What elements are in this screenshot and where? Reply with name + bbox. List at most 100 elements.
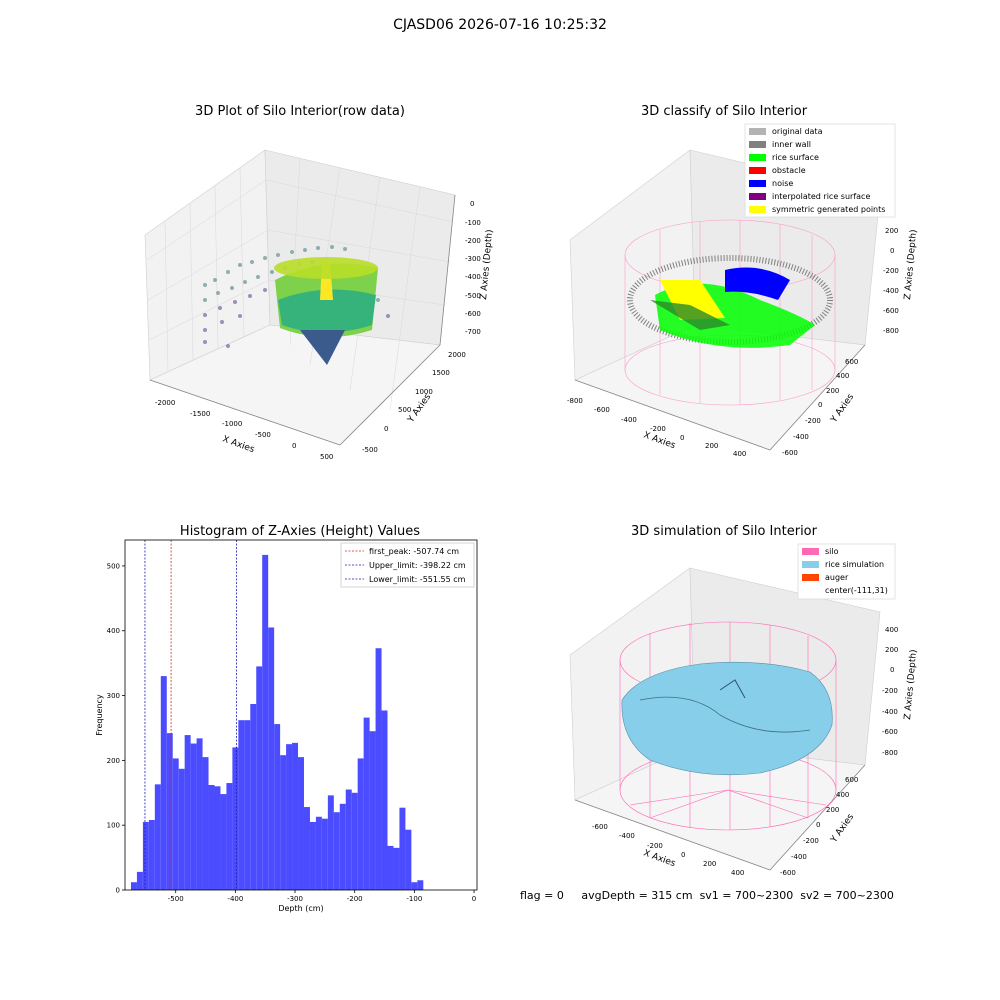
svg-text:600: 600: [845, 358, 858, 366]
svg-text:200: 200: [885, 646, 898, 654]
histogram-bar: [399, 807, 406, 890]
flag-text: flag = 0: [520, 889, 564, 902]
svg-text:-200: -200: [647, 842, 663, 850]
y-tick-label: 0: [116, 887, 120, 895]
histogram-bar: [256, 666, 263, 890]
svg-text:interpolated rice surface: interpolated rice surface: [772, 192, 870, 201]
histogram-bar: [381, 710, 388, 890]
y-tick-label: 400: [107, 627, 120, 635]
histogram-x-axis-label: Depth (cm): [278, 904, 323, 913]
raw-x-tick-labels: -2000 -1500 -1000 -500 0 500: [155, 399, 333, 461]
histogram-y-ticks: 0 100 200 300 400 500: [107, 562, 125, 895]
svg-text:-800: -800: [882, 749, 898, 757]
svg-text:-400: -400: [883, 287, 899, 295]
histogram-bar: [190, 743, 197, 890]
histogram-bar: [393, 847, 400, 890]
simulation-legend: silo rice simulation auger center(-111,3…: [797, 543, 896, 600]
x-tick-label: -200: [347, 895, 363, 903]
simulation-axes-box: [569, 567, 881, 871]
histogram-bar: [238, 720, 245, 890]
svg-text:silo: silo: [825, 547, 839, 556]
svg-text:-400: -400: [882, 708, 898, 716]
svg-text:-100: -100: [465, 219, 481, 227]
svg-text:0: 0: [384, 425, 388, 433]
svg-text:-2000: -2000: [155, 399, 175, 407]
svg-text:400: 400: [733, 450, 746, 458]
status-footer: flag = 0 avgDepth = 315 cm sv1 = 700~230…: [520, 889, 894, 902]
classify-plot-title: 3D classify of Silo Interior: [640, 104, 808, 119]
svg-text:-400: -400: [465, 273, 481, 281]
x-tick-label: -100: [406, 895, 422, 903]
svg-text:200: 200: [826, 387, 839, 395]
simulation-silo-wireframe: [619, 621, 837, 831]
x-tick-label: -500: [168, 895, 184, 903]
histogram-y-axis-label: Frequency: [95, 694, 104, 736]
svg-text:-1000: -1000: [222, 420, 242, 428]
svg-text:600: 600: [845, 776, 858, 784]
simulation-x-axis-label: X Axies: [642, 848, 677, 869]
histogram-bar: [369, 731, 376, 890]
svg-text:-300: -300: [465, 255, 481, 263]
svg-text:500: 500: [398, 406, 411, 414]
svg-text:-200: -200: [805, 417, 821, 425]
histogram-bar: [303, 807, 310, 890]
svg-text:0: 0: [292, 442, 296, 450]
simulation-z-tick-labels: 400 200 0 -200 -400 -600 -800: [882, 626, 898, 757]
y-tick-label: 500: [107, 562, 120, 570]
histogram-bar: [196, 738, 203, 890]
svg-text:200: 200: [826, 806, 839, 814]
figure-title: CJASD06 2026-07-16 10:25:32: [393, 17, 607, 33]
histogram-bar: [202, 757, 209, 890]
svg-text:0: 0: [470, 200, 474, 208]
svg-text:1500: 1500: [432, 369, 450, 377]
histogram-bar: [214, 786, 221, 890]
histogram-bar: [411, 882, 418, 890]
svg-text:1000: 1000: [415, 388, 433, 396]
svg-text:rice simulation: rice simulation: [825, 560, 884, 569]
histogram-bar: [363, 717, 370, 890]
histogram-bar: [148, 820, 155, 890]
histogram-bar: [226, 783, 233, 890]
classify-z-axis-label: Z Axies (Depth): [903, 229, 919, 300]
svg-text:noise: noise: [772, 179, 793, 188]
raw-x-axis-label: X Axies: [221, 434, 256, 455]
svg-text:Upper_limit: -398.22 cm: Upper_limit: -398.22 cm: [369, 561, 466, 570]
histogram-bar: [172, 758, 179, 890]
x-tick-label: 0: [472, 895, 476, 903]
histogram-legend: first_peak: -507.74 cm Upper_limit: -398…: [340, 542, 475, 588]
sv1-text: sv1 = 700~2300: [699, 889, 794, 902]
raw-rice-surface: [274, 257, 378, 365]
histogram-bar: [298, 757, 304, 890]
histogram-bar: [244, 720, 251, 890]
histogram-bar: [154, 784, 161, 890]
histogram-bar: [232, 747, 239, 890]
svg-text:400: 400: [885, 626, 898, 634]
simulation-plot-title: 3D simulation of Silo Interior: [631, 524, 817, 539]
histogram-bar: [321, 818, 328, 890]
histogram-bar: [220, 794, 227, 890]
svg-text:0: 0: [890, 247, 894, 255]
histogram-bar: [375, 648, 382, 890]
svg-text:-200: -200: [650, 425, 666, 433]
histogram-bar: [327, 795, 334, 890]
histogram-bar: [178, 768, 185, 890]
histogram-x-ticks: -500 -400 -300 -200 -100 0: [168, 890, 476, 903]
svg-text:obstacle: obstacle: [772, 166, 806, 175]
histogram-bar: [286, 744, 293, 890]
histogram-bar: [160, 676, 167, 890]
histogram-bar: [208, 785, 215, 890]
svg-text:-600: -600: [782, 449, 798, 457]
x-tick-label: -400: [227, 895, 243, 903]
histogram-bar: [333, 812, 340, 890]
histogram-bar: [417, 880, 424, 890]
classify-x-axis-label: X Axies: [642, 430, 677, 451]
svg-text:Lower_limit: -551.55 cm: Lower_limit: -551.55 cm: [369, 575, 466, 584]
simulation-y-axis-label: Y Axies: [829, 812, 857, 845]
classify-silo-wireframe: [624, 219, 836, 406]
classify-z-tick-labels: 200 0 -200 -400 -600 -800: [883, 227, 899, 335]
svg-text:symmetric generated points: symmetric generated points: [772, 205, 885, 214]
svg-text:0: 0: [890, 666, 894, 674]
svg-text:-600: -600: [465, 310, 481, 318]
